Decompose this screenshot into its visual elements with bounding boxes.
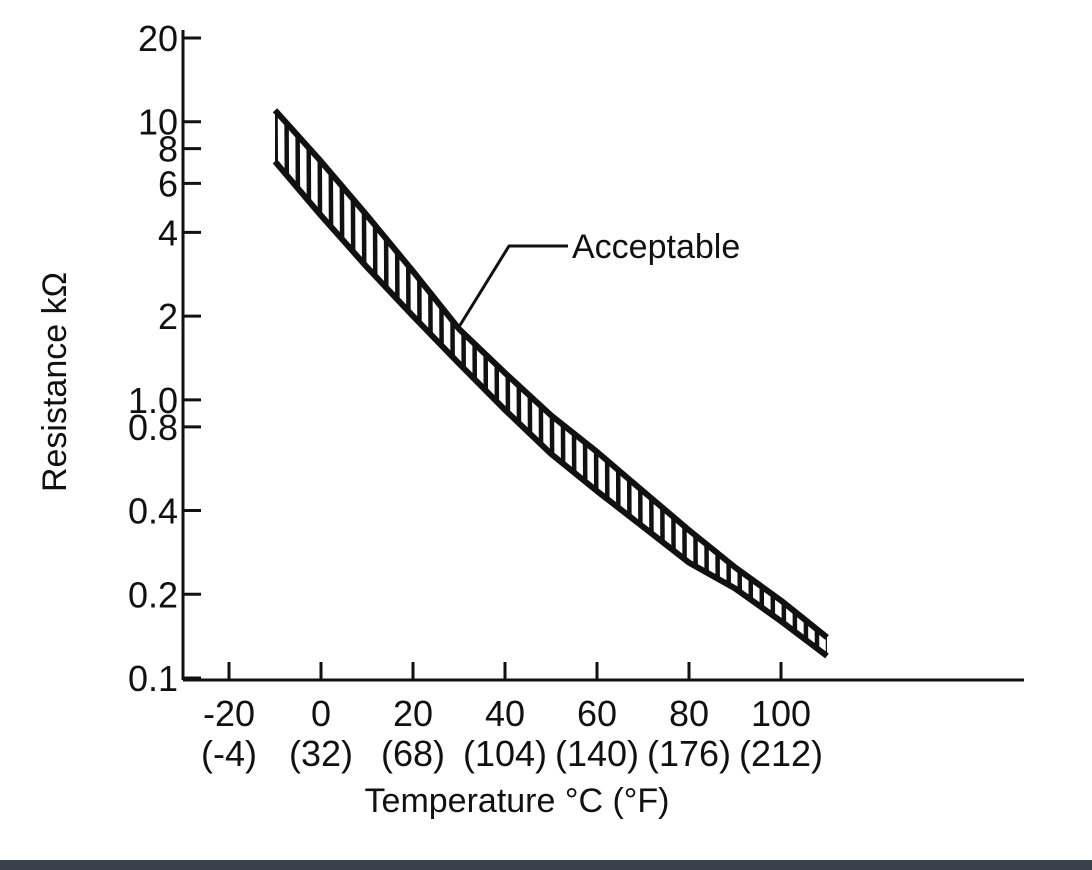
hatch-line	[371, 110, 381, 656]
y-axis-title: Resistance kΩ	[36, 272, 74, 492]
x-tick-label: 0	[311, 693, 331, 734]
hatch-line	[349, 110, 359, 656]
hatch-line	[536, 110, 546, 656]
hatch-line	[723, 110, 733, 656]
x-tick-sublabel: (140)	[555, 733, 639, 774]
y-tick-label: 8	[158, 129, 178, 170]
hatch-line	[646, 110, 656, 656]
annotation-leader-line	[457, 244, 568, 328]
x-tick-sublabel: (104)	[463, 733, 547, 774]
y-tick-label: 4	[158, 212, 178, 253]
hatch-line	[822, 110, 827, 656]
annotations: Acceptable	[457, 228, 740, 328]
x-tick-label: 100	[751, 693, 811, 734]
hatch-line	[657, 110, 667, 656]
x-tick-label: 20	[393, 693, 433, 734]
acceptable-band	[272, 108, 829, 659]
x-tick-sublabel: (212)	[739, 733, 823, 774]
hatch-line	[338, 110, 348, 656]
hatch-line	[459, 110, 469, 656]
hatch-line	[470, 110, 480, 656]
hatch-line	[360, 110, 370, 656]
y-tick-label: 0.8	[128, 407, 178, 448]
y-tick-label: 0.2	[128, 574, 178, 615]
lower-boundary-line	[272, 159, 829, 659]
hatch-line	[448, 110, 458, 656]
hatch-line	[382, 110, 392, 656]
hatch-line	[635, 110, 645, 656]
x-tick-sublabel: (176)	[647, 733, 731, 774]
x-tick-label: 80	[669, 693, 709, 734]
y-tick-label: 20	[138, 18, 178, 59]
y-tick-label: 1.0	[128, 380, 178, 421]
bottom-bar	[0, 860, 1092, 870]
axes	[181, 30, 1024, 682]
upper-boundary-line	[272, 108, 829, 640]
y-tick-label: 10	[138, 102, 178, 143]
y-tick-label: 0.1	[128, 658, 178, 699]
hatch-line	[624, 110, 634, 656]
hatch-line	[294, 110, 304, 656]
y-tick-label: 6	[158, 163, 178, 204]
hatch-line	[558, 110, 568, 656]
hatch-line	[275, 110, 282, 656]
hatch-line	[712, 110, 722, 656]
annotation-label: Acceptable	[572, 228, 740, 266]
x-axis-title: Temperature °C (°F)	[365, 782, 670, 820]
hatch-line	[811, 110, 821, 656]
band-hatching	[275, 110, 827, 656]
hatch-line	[734, 110, 744, 656]
x-tick-label: -20	[203, 693, 255, 734]
x-tick-label: 60	[577, 693, 617, 734]
x-tick-label: 40	[485, 693, 525, 734]
x-tick-sublabel: (68)	[381, 733, 445, 774]
hatch-line	[437, 110, 447, 656]
x-tick-sublabel: (32)	[289, 733, 353, 774]
x-ticks: -20(-4) 0(32) 20(68) 40(104) 60(140) 80(176) 1…	[201, 662, 823, 774]
y-tick-label: 0.4	[128, 491, 178, 532]
y-tick-label: 2	[158, 296, 178, 337]
hatch-line	[547, 110, 557, 656]
x-tick-sublabel: (-4)	[201, 733, 257, 774]
